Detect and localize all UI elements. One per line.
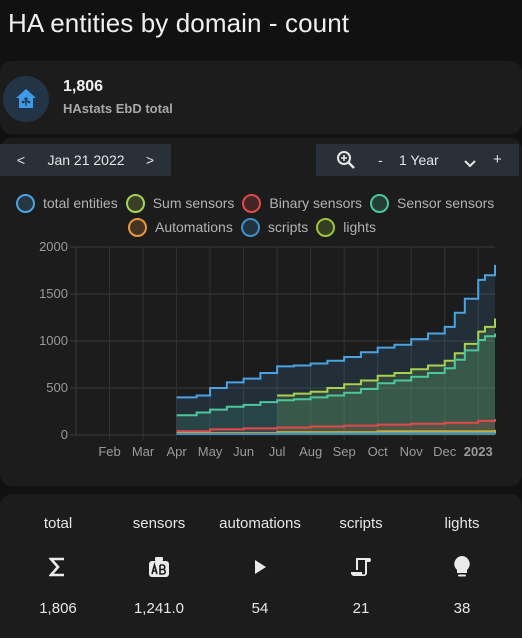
legend-item[interactable]: scripts bbox=[240, 217, 309, 237]
y-tick-label: 2000 bbox=[39, 239, 68, 254]
x-tick-label: Jul bbox=[269, 444, 286, 459]
range-picker: - 1 Year + bbox=[316, 144, 519, 176]
x-tick-label: Nov bbox=[400, 444, 424, 459]
x-tick-label: Dec bbox=[433, 444, 457, 459]
x-tick-label: May bbox=[198, 444, 223, 459]
stat-label: total bbox=[43, 515, 73, 532]
legend-swatch bbox=[128, 217, 147, 237]
zoom-out-button[interactable]: - bbox=[378, 152, 383, 168]
stat-label: sensors bbox=[132, 515, 186, 532]
date-picker: < Jan 21 2022 > bbox=[0, 144, 171, 176]
x-tick-label: Feb bbox=[98, 444, 120, 459]
start-date[interactable]: Jan 21 2022 bbox=[47, 152, 125, 168]
stat-value: 38 bbox=[453, 600, 471, 617]
graph-card: < Jan 21 2022 > - 1 Year + total entitie… bbox=[0, 138, 522, 486]
legend-swatch bbox=[125, 193, 145, 213]
entity-value: 1,806 bbox=[63, 78, 104, 95]
sigma-icon bbox=[8, 554, 108, 580]
x-tick-label: Mar bbox=[132, 444, 155, 459]
next-period-button[interactable]: > bbox=[145, 152, 155, 168]
legend-label: lights bbox=[343, 219, 376, 235]
legend-label: Sensor sensors bbox=[397, 195, 495, 211]
legend-item[interactable]: total entities bbox=[16, 193, 118, 213]
legend-label: Sum sensors bbox=[152, 195, 235, 211]
stat-value: 54 bbox=[251, 600, 269, 617]
series-area bbox=[176, 333, 495, 435]
x-tick-label: Jun bbox=[233, 444, 254, 459]
chart: 0 500 1000 1500 2000 Feb Mar Apr May Jun Jul Aug Sep… bbox=[39, 239, 496, 459]
x-tick-label: Oct bbox=[368, 444, 389, 459]
entity-card[interactable]: 1,806 HAstats EbD total bbox=[0, 61, 522, 134]
stat-value: 1,806 bbox=[39, 600, 77, 617]
play-icon bbox=[210, 554, 310, 580]
legend-item[interactable]: lights bbox=[316, 217, 376, 237]
stat-label: automations bbox=[219, 515, 301, 532]
legend-swatch bbox=[240, 217, 260, 237]
x-tick-label: Aug bbox=[299, 444, 322, 459]
sensor-icon bbox=[109, 554, 209, 580]
series-line bbox=[176, 432, 496, 436]
legend-swatch bbox=[242, 193, 262, 213]
series-line bbox=[176, 419, 496, 433]
series-line bbox=[176, 333, 496, 417]
legend-label: Automations bbox=[155, 219, 233, 235]
stat-label: scripts bbox=[339, 515, 383, 532]
entity-name: HAstats EbD total bbox=[63, 101, 173, 116]
legend-item[interactable]: Automations bbox=[128, 217, 233, 237]
y-tick-label: 500 bbox=[46, 380, 68, 395]
script-icon bbox=[311, 554, 411, 580]
legend-swatch bbox=[16, 193, 35, 213]
y-tick-label: 1500 bbox=[39, 286, 68, 301]
chevron-down-icon[interactable] bbox=[464, 155, 476, 171]
x-tick-label: Sep bbox=[333, 444, 356, 459]
y-tick-label: 0 bbox=[61, 427, 68, 442]
x-tick-label: 2023 bbox=[464, 444, 493, 459]
zoom-in-button[interactable]: + bbox=[493, 151, 502, 168]
legend-item[interactable]: Binary sensors bbox=[242, 193, 363, 213]
range-select[interactable]: 1 Year bbox=[399, 152, 439, 168]
legend-label: scripts bbox=[267, 219, 309, 235]
legend-label: total entities bbox=[43, 195, 118, 211]
stat-label: lights bbox=[444, 515, 480, 532]
stat-value: 21 bbox=[352, 600, 370, 617]
legend-swatch bbox=[370, 193, 390, 213]
stat-value: 1,241.0 bbox=[133, 600, 185, 617]
magnify-plus-icon[interactable] bbox=[336, 150, 356, 173]
prev-period-button[interactable]: < bbox=[16, 152, 26, 168]
lightbulb-icon bbox=[412, 554, 512, 580]
series-line bbox=[176, 264, 496, 399]
series-area bbox=[176, 264, 495, 435]
legend-item[interactable]: Sum sensors bbox=[125, 193, 235, 213]
page-title: HA entities by domain - count bbox=[8, 8, 350, 38]
x-tick-label: Apr bbox=[166, 444, 187, 459]
legend-item[interactable]: Sensor sensors bbox=[370, 193, 495, 213]
legend-swatch bbox=[316, 217, 336, 237]
stats-card: total 1,806 sensors 1,241.0 automations … bbox=[0, 494, 522, 638]
legend-label: Binary sensors bbox=[269, 195, 363, 211]
y-tick-label: 1000 bbox=[39, 333, 68, 348]
home-assistant-icon bbox=[3, 76, 49, 122]
